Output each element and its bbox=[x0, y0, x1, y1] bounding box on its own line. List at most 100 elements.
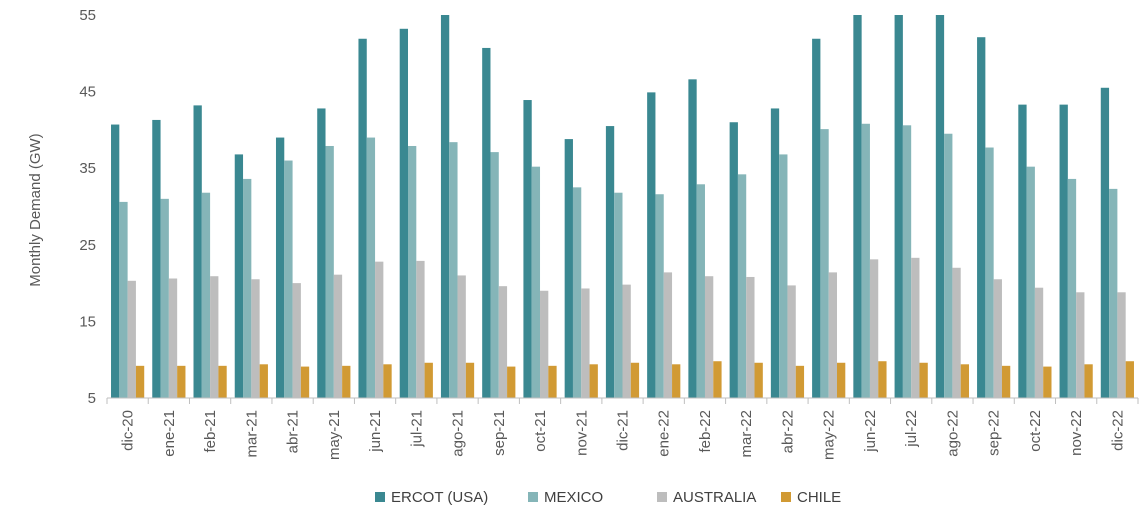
bar bbox=[985, 147, 994, 398]
bar bbox=[416, 260, 425, 398]
x-tick-label: abr-22 bbox=[779, 410, 796, 453]
bar-group bbox=[564, 139, 598, 398]
bar-group bbox=[193, 105, 227, 398]
legend-label: AUSTRALIA bbox=[673, 489, 756, 506]
y-tick-label: 15 bbox=[79, 313, 96, 330]
x-tick-label: abr-21 bbox=[285, 410, 302, 453]
x-tick-label: jul-22 bbox=[903, 410, 920, 448]
x-tick-label: oct-22 bbox=[1027, 410, 1044, 452]
bar-group bbox=[275, 137, 310, 398]
bar bbox=[614, 192, 623, 398]
bar bbox=[342, 365, 351, 398]
x-tick-label: feb-21 bbox=[202, 410, 219, 453]
bar bbox=[911, 257, 920, 398]
y-tick-label: 45 bbox=[79, 84, 96, 101]
x-tick-label: nov-22 bbox=[1068, 410, 1085, 456]
legend-swatch bbox=[657, 492, 667, 502]
bar bbox=[1026, 166, 1035, 398]
bar bbox=[218, 365, 227, 398]
bar bbox=[482, 47, 491, 398]
bar bbox=[531, 166, 541, 398]
bar-group bbox=[440, 15, 475, 398]
bar bbox=[449, 142, 458, 398]
x-tick-label: jun-22 bbox=[862, 410, 879, 453]
x-tick-label: mar-22 bbox=[738, 410, 755, 458]
legend-swatch bbox=[528, 492, 538, 502]
bar bbox=[1117, 292, 1126, 398]
legend-item: MEXICO bbox=[528, 489, 603, 506]
x-tick-label: dic-21 bbox=[615, 410, 632, 451]
legend-swatch bbox=[781, 492, 791, 502]
bar-group bbox=[977, 37, 1011, 399]
bar bbox=[630, 362, 640, 398]
bar-group bbox=[729, 122, 763, 399]
x-tick-label: jun-21 bbox=[367, 410, 384, 453]
bar bbox=[754, 362, 763, 398]
bar-group bbox=[1100, 87, 1134, 399]
bar bbox=[111, 124, 120, 398]
bar bbox=[127, 280, 136, 398]
bar bbox=[210, 276, 219, 398]
y-tick-label: 5 bbox=[88, 390, 96, 407]
x-tick-label: jul-21 bbox=[408, 410, 425, 448]
bar bbox=[696, 184, 705, 398]
bar-group bbox=[812, 38, 846, 398]
x-tick-label: mar-21 bbox=[243, 410, 260, 458]
bar bbox=[672, 364, 681, 398]
bar bbox=[820, 129, 829, 398]
bar bbox=[960, 364, 970, 398]
bar bbox=[399, 28, 408, 398]
bar bbox=[1109, 188, 1118, 398]
bar bbox=[135, 365, 145, 398]
bar bbox=[878, 361, 887, 398]
bar bbox=[837, 362, 846, 398]
bar bbox=[1001, 365, 1011, 398]
bar bbox=[795, 365, 805, 398]
bar bbox=[770, 108, 780, 398]
x-tick-label: sep-22 bbox=[986, 410, 1003, 456]
bar bbox=[1018, 104, 1027, 399]
x-tick-label: may-21 bbox=[326, 410, 343, 460]
bar bbox=[333, 274, 343, 398]
bar bbox=[284, 160, 293, 398]
bar bbox=[812, 38, 821, 398]
bar bbox=[366, 137, 376, 398]
legend: ERCOT (USA) MEXICO AUSTRALIA CHILE bbox=[375, 489, 841, 506]
legend-label: CHILE bbox=[797, 489, 841, 506]
bar-group bbox=[399, 28, 433, 398]
bar bbox=[919, 362, 928, 398]
bar-group bbox=[152, 119, 186, 398]
bar bbox=[952, 267, 961, 398]
x-tick-label: ene-22 bbox=[656, 410, 673, 457]
x-tick-label: ago-22 bbox=[944, 410, 961, 457]
bar bbox=[729, 122, 738, 399]
bar-group bbox=[1059, 104, 1093, 399]
bar bbox=[457, 275, 466, 398]
bar bbox=[358, 38, 367, 398]
bar bbox=[944, 133, 953, 399]
bar bbox=[581, 288, 590, 398]
x-tick-label: dic-20 bbox=[120, 410, 137, 451]
y-axis-title: Monthly Demand (GW) bbox=[27, 133, 44, 286]
bar bbox=[779, 154, 788, 398]
bar bbox=[548, 365, 557, 398]
bar bbox=[1100, 87, 1110, 399]
bar bbox=[383, 364, 392, 398]
bar bbox=[1034, 287, 1044, 398]
bar bbox=[177, 365, 186, 398]
bar-group bbox=[605, 126, 640, 398]
x-tick-label: dic-22 bbox=[1109, 410, 1126, 451]
bar bbox=[201, 192, 211, 398]
legend-label: MEXICO bbox=[544, 489, 603, 506]
bar bbox=[737, 174, 747, 398]
x-tick-label: ago-21 bbox=[450, 410, 467, 457]
bar bbox=[540, 290, 549, 398]
bar bbox=[1059, 104, 1068, 399]
bar bbox=[787, 285, 796, 398]
bar bbox=[275, 137, 285, 398]
bar bbox=[408, 145, 417, 398]
bar bbox=[259, 364, 268, 398]
bar bbox=[589, 364, 598, 398]
legend-swatch bbox=[375, 492, 385, 502]
